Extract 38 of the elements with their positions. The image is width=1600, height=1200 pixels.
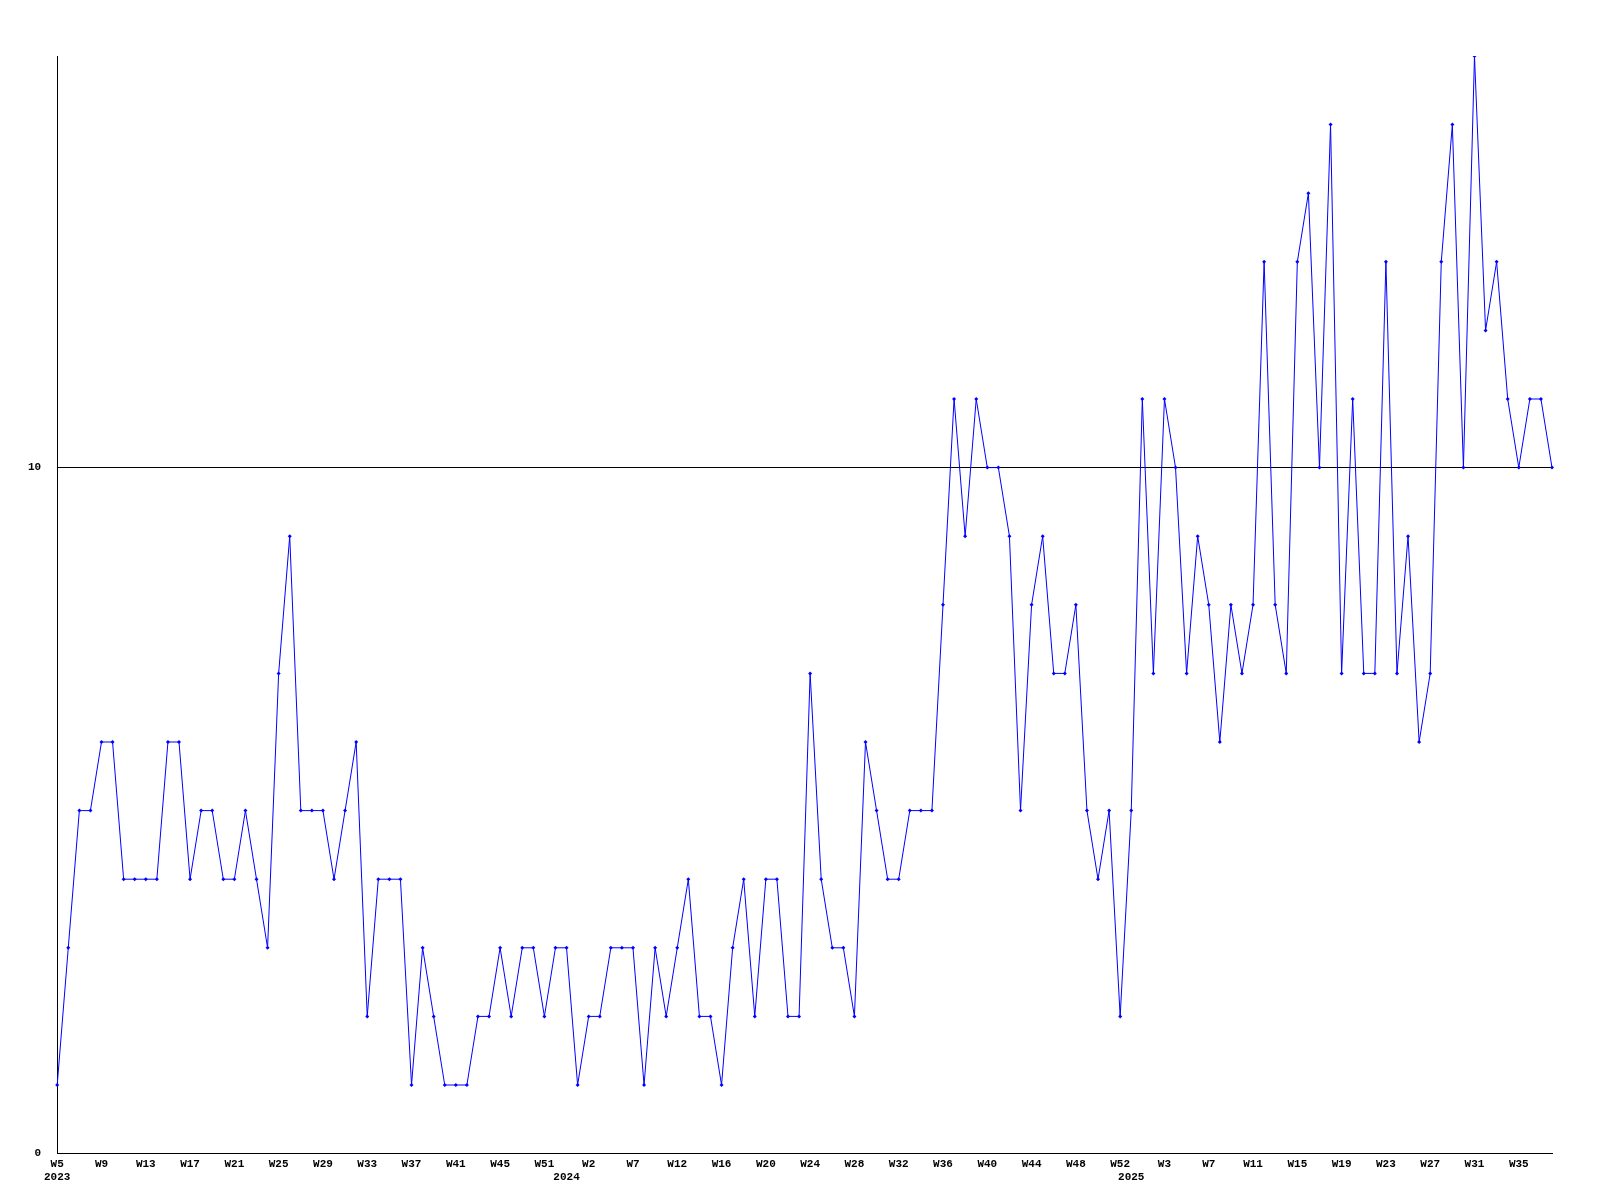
x-tick-label: W25: [268, 1157, 289, 1170]
x-tick-label: W48: [1065, 1157, 1087, 1170]
x-tick-label: W20: [755, 1157, 776, 1170]
x-tick-label: W9: [94, 1157, 109, 1170]
x-tick-label: W15: [1287, 1157, 1308, 1170]
x-tick-label: W16: [711, 1157, 732, 1170]
x-tick-label: W27: [1420, 1157, 1441, 1170]
x-tick-label: W35: [1508, 1157, 1530, 1170]
x-tick-label: W29: [313, 1157, 333, 1170]
x-tick-label: W31: [1464, 1157, 1485, 1170]
x-tick-label: W33: [357, 1157, 378, 1170]
x-tick-label: W44: [1021, 1157, 1042, 1170]
x-tick-label: W3: [1157, 1157, 1172, 1170]
x-tick-label: W32: [888, 1157, 909, 1170]
x-tick-label: W41: [445, 1157, 467, 1170]
x-tick-label: W51: [534, 1157, 555, 1170]
x-tick-label: W7: [1202, 1157, 1216, 1170]
x-tick-label: W2: [582, 1157, 596, 1170]
x-tick-label: W19: [1331, 1157, 1352, 1170]
x-tick-label: 2024: [553, 1171, 581, 1184]
x-tick-label: W40: [977, 1157, 998, 1170]
x-tick-label: W12: [667, 1157, 688, 1170]
x-tick-label: W17: [180, 1157, 200, 1170]
x-tick-label: W7: [626, 1157, 640, 1170]
x-tick-label: 2025: [1118, 1171, 1145, 1184]
x-tick-label: W21: [224, 1157, 245, 1170]
x-tick-label: W37: [401, 1157, 422, 1170]
x-tick-label: W11: [1243, 1157, 1264, 1170]
y-tick-label: 10: [28, 461, 42, 474]
x-tick-label: W23: [1376, 1157, 1397, 1170]
x-tick-label: W5 2023: [44, 1157, 71, 1184]
x-tick-label: W52: [1110, 1157, 1131, 1170]
x-tick-label: W28: [844, 1157, 865, 1170]
x-tick-label: W13: [135, 1157, 157, 1170]
x-tick-label: W24: [800, 1157, 821, 1170]
y-tick-label: 0: [34, 1147, 42, 1160]
x-tick-label: W45: [490, 1157, 511, 1170]
x-tick-label: W36: [933, 1157, 953, 1170]
